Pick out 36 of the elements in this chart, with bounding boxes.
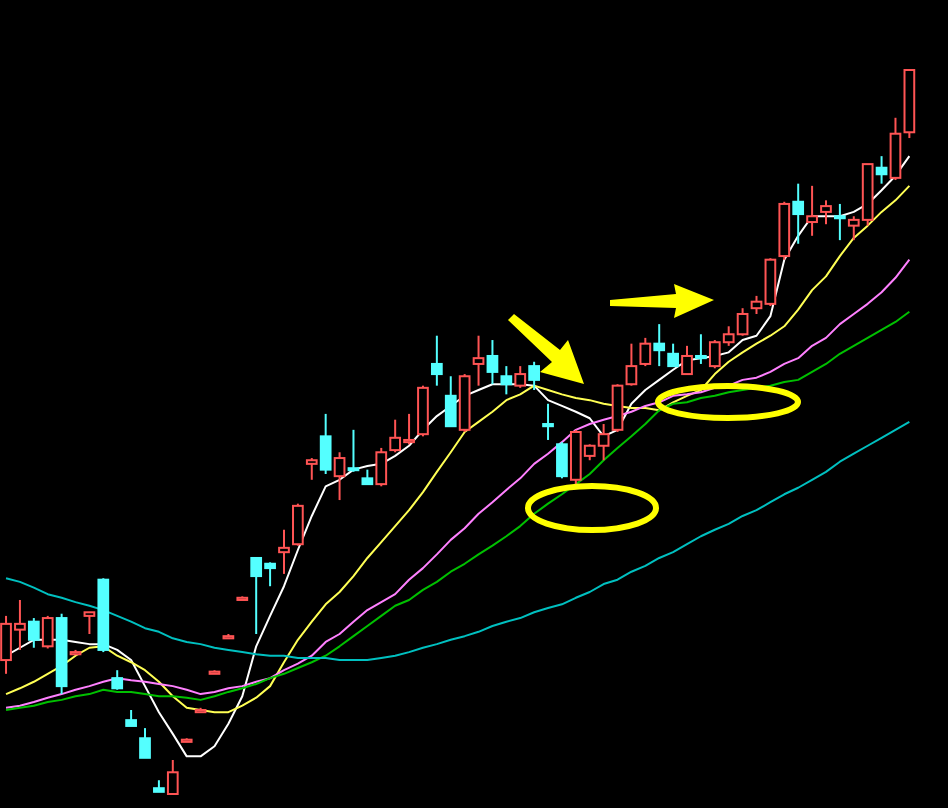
candlestick [667, 342, 679, 368]
candlestick [695, 333, 707, 365]
candlestick [278, 528, 290, 575]
candlestick [875, 155, 888, 185]
candlestick [653, 323, 666, 368]
candlestick [528, 360, 540, 392]
candlestick [139, 727, 151, 759]
candlestick [611, 383, 624, 433]
candlestick [305, 457, 318, 481]
candlestick [889, 116, 902, 182]
candlestick [375, 446, 388, 488]
candlestick [41, 614, 54, 650]
candlestick [347, 428, 360, 473]
candlestick [500, 365, 513, 396]
candlestick [472, 334, 485, 387]
candlestick [319, 412, 332, 475]
candlestick [333, 451, 346, 502]
candlestick [542, 402, 554, 441]
candlestick [166, 758, 179, 795]
candlestick [834, 202, 846, 242]
candlestick [292, 502, 304, 547]
candlestick [27, 617, 40, 649]
candlestick [639, 336, 652, 368]
candlestick [681, 344, 693, 376]
candlestick [111, 669, 124, 691]
candlestick [820, 199, 832, 226]
candlestick [486, 339, 499, 386]
candlestick [514, 365, 527, 389]
candlestick [444, 375, 457, 428]
candlestick [792, 182, 805, 245]
candlestick [556, 441, 568, 480]
candlestick [806, 184, 818, 237]
candlestick [417, 384, 429, 438]
candlestick [83, 611, 96, 635]
candlestick [625, 342, 638, 387]
candlestick [430, 334, 443, 387]
